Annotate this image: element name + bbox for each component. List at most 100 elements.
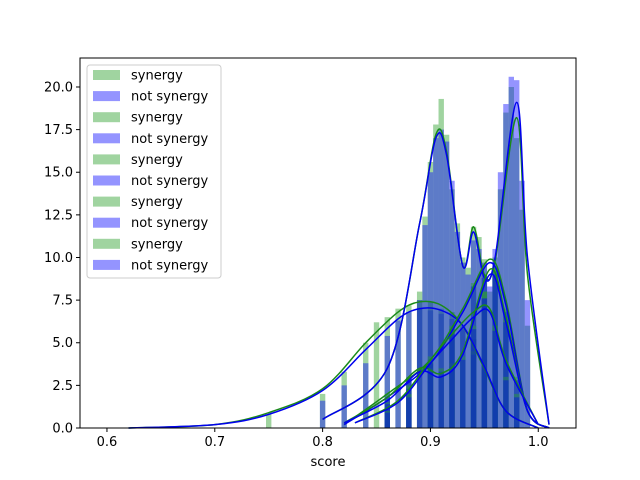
- kde-line: [354, 308, 539, 425]
- histogram-bar: [406, 305, 412, 428]
- x-tick-label: 0.6: [97, 435, 118, 450]
- histogram-bar: [503, 104, 509, 428]
- histogram-bar: [319, 393, 326, 428]
- histogram-bar: [438, 313, 444, 428]
- histogram-bar: [422, 225, 428, 428]
- histogram-bar: [406, 385, 412, 428]
- histogram-bar: [492, 267, 498, 428]
- histogram-bar: [460, 325, 466, 428]
- histogram-bar: [460, 359, 466, 428]
- histogram-bar: [363, 342, 369, 428]
- y-tick-label: 0.0: [52, 422, 73, 437]
- y-tick-label: 5.0: [52, 336, 73, 351]
- histogram-bar: [373, 322, 380, 428]
- legend-box: [86, 64, 222, 279]
- histogram-bar: [406, 380, 412, 428]
- histogram-bar: [481, 298, 488, 428]
- histogram-bar: [465, 267, 471, 428]
- y-tick-label: 12.5: [44, 208, 73, 223]
- histogram-bar: [481, 262, 488, 428]
- histogram-bar: [503, 380, 509, 428]
- histogram-bar: [395, 308, 401, 428]
- histogram-bar: [503, 410, 509, 428]
- histogram-bar: [384, 410, 390, 428]
- histogram-bar: [470, 354, 477, 428]
- histogram-bar: [384, 404, 390, 428]
- plot-frame: [79, 57, 577, 429]
- kde-line: [128, 307, 539, 429]
- histogram-bar: [492, 257, 498, 428]
- histogram-bar: [492, 330, 498, 428]
- histogram-bar: [460, 262, 466, 428]
- histogram-bar: [492, 380, 498, 428]
- histogram-bar: [449, 334, 455, 428]
- histogram-bar: [341, 371, 347, 428]
- histogram-bar: [470, 240, 477, 428]
- histogram-bar: [481, 359, 488, 428]
- histogram-bar: [497, 189, 504, 428]
- histogram-bar: [503, 376, 509, 428]
- histogram-bar: [514, 380, 520, 428]
- histogram-bar: [470, 329, 477, 428]
- histogram-bar: [470, 339, 477, 428]
- histogram-bar: [319, 400, 326, 428]
- legend-swatch: [93, 154, 120, 165]
- legend-swatch: [93, 259, 120, 270]
- x-tick-label: 0.9: [420, 435, 441, 450]
- histogram-bar: [384, 412, 390, 428]
- histogram-bar: [514, 376, 520, 428]
- histogram-bar: [508, 86, 514, 429]
- histogram-bar: [384, 402, 390, 428]
- histogram-bars: [266, 76, 531, 429]
- legend-swatch: [93, 91, 120, 102]
- histogram-bar: [503, 317, 509, 428]
- histogram-bar: [454, 231, 461, 428]
- histogram-bar: [438, 129, 444, 429]
- histogram-bar: [514, 138, 520, 428]
- legend-label: synergy: [131, 111, 183, 126]
- y-tick-label: 10.0: [44, 251, 73, 266]
- x-axis: 0.6 0.7 0.8 0.9 1.0: [97, 428, 549, 450]
- legend: synergy not synergy synergy not synergy syne…: [86, 64, 222, 279]
- histogram-bar: [492, 271, 498, 428]
- histogram-bar: [465, 274, 471, 428]
- legend-label: not synergy: [131, 132, 208, 147]
- histogram-bar: [427, 301, 434, 428]
- histogram-bar: [503, 112, 509, 428]
- histogram-bar: [460, 356, 466, 428]
- histogram-bar: [492, 385, 498, 428]
- histogram-bar: [470, 286, 477, 428]
- histogram-bar: [416, 300, 423, 428]
- legend-label: synergy: [131, 69, 183, 84]
- legend-swatch: [93, 112, 120, 123]
- histogram-bar: [519, 180, 525, 428]
- histogram-bar: [406, 376, 412, 428]
- histogram-bar: [422, 216, 428, 428]
- legend-label: not synergy: [131, 216, 208, 231]
- histogram-bar: [438, 371, 444, 428]
- y-tick-label: 2.5: [52, 379, 73, 394]
- histogram-bar: [470, 325, 477, 428]
- histogram-bar: [524, 325, 531, 428]
- histogram-bar: [449, 180, 455, 428]
- histogram-bar: [449, 363, 455, 428]
- histogram-bar: [476, 248, 482, 428]
- histogram-bar: [384, 397, 390, 428]
- histogram-bar: [416, 300, 423, 428]
- histogram-bar: [487, 286, 493, 428]
- histogram-bar: [427, 172, 434, 428]
- legend-swatch: [93, 196, 120, 207]
- x-tick-label: 1.0: [528, 435, 549, 450]
- histogram-bar: [384, 317, 390, 428]
- legend-swatch: [93, 238, 120, 249]
- histogram-bar: [427, 359, 434, 428]
- histogram-bar: [406, 397, 412, 428]
- histogram-bar: [524, 300, 531, 428]
- histogram-bar: [416, 291, 423, 428]
- legend-swatch: [93, 70, 120, 80]
- histogram-bar: [449, 366, 455, 428]
- x-axis-label: score: [311, 455, 346, 470]
- histogram-bar: [406, 393, 412, 428]
- histogram-bar: [449, 329, 455, 428]
- histogram-bar: [341, 385, 347, 428]
